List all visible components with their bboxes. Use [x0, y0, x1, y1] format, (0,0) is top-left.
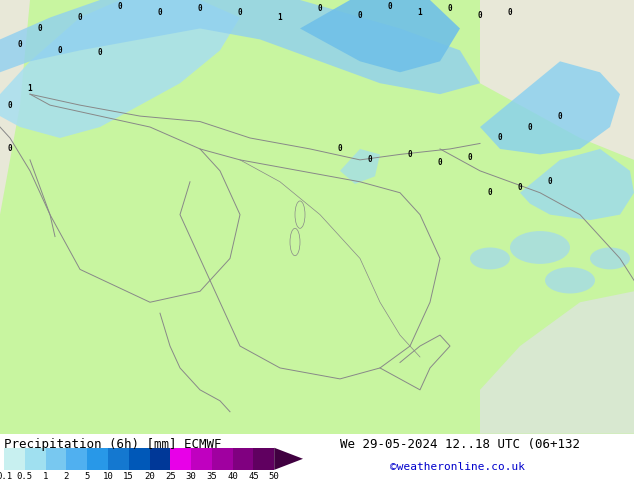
Text: 1: 1 — [43, 472, 48, 481]
Text: 0: 0 — [198, 4, 202, 13]
Text: Precipitation (6h) [mm] ECMWF: Precipitation (6h) [mm] ECMWF — [4, 438, 221, 451]
Text: 1: 1 — [418, 7, 422, 17]
Text: 0.1: 0.1 — [0, 472, 12, 481]
Text: 0: 0 — [548, 177, 552, 186]
Ellipse shape — [545, 267, 595, 294]
Text: 0: 0 — [408, 150, 412, 159]
Text: 0: 0 — [488, 188, 493, 197]
Polygon shape — [275, 448, 303, 470]
Text: 45: 45 — [248, 472, 259, 481]
Text: 0: 0 — [527, 122, 533, 131]
Text: 0: 0 — [318, 4, 322, 13]
Bar — [254, 448, 275, 470]
Ellipse shape — [470, 247, 510, 270]
Polygon shape — [0, 0, 30, 215]
Text: 0: 0 — [558, 112, 562, 121]
Bar — [4, 448, 25, 470]
Polygon shape — [340, 149, 380, 184]
Text: 0: 0 — [518, 183, 522, 192]
Text: 40: 40 — [227, 472, 238, 481]
Text: 0: 0 — [8, 145, 12, 153]
Text: 0: 0 — [508, 7, 512, 17]
Text: 15: 15 — [124, 472, 134, 481]
Ellipse shape — [590, 247, 630, 270]
Text: 0: 0 — [387, 2, 392, 11]
Text: 35: 35 — [207, 472, 217, 481]
Text: 50: 50 — [269, 472, 280, 481]
Text: 0: 0 — [468, 153, 472, 162]
Polygon shape — [0, 0, 480, 94]
Bar — [129, 448, 150, 470]
Text: 0: 0 — [158, 7, 162, 17]
Text: 0: 0 — [118, 2, 122, 11]
Bar — [212, 448, 233, 470]
Polygon shape — [520, 149, 634, 220]
Bar — [191, 448, 212, 470]
Text: 0: 0 — [358, 11, 362, 20]
Polygon shape — [480, 0, 634, 160]
Polygon shape — [300, 0, 460, 72]
Text: 0: 0 — [238, 7, 242, 17]
Text: 0: 0 — [8, 100, 12, 110]
Text: 2: 2 — [63, 472, 69, 481]
Polygon shape — [480, 291, 634, 434]
Bar — [233, 448, 254, 470]
Text: 0: 0 — [78, 13, 82, 22]
Text: 0: 0 — [368, 155, 372, 164]
Text: ©weatheronline.co.uk: ©weatheronline.co.uk — [390, 462, 525, 472]
Ellipse shape — [295, 201, 305, 228]
Text: 0: 0 — [98, 48, 102, 57]
Text: 1: 1 — [278, 13, 282, 22]
Text: 25: 25 — [165, 472, 176, 481]
Text: 0: 0 — [437, 158, 443, 167]
Text: 0: 0 — [338, 145, 342, 153]
Text: 1: 1 — [28, 84, 32, 93]
Text: 5: 5 — [84, 472, 90, 481]
Text: 0.5: 0.5 — [16, 472, 33, 481]
Bar — [108, 448, 129, 470]
Ellipse shape — [290, 228, 300, 256]
Text: 0: 0 — [37, 24, 42, 33]
Text: 0: 0 — [18, 40, 22, 49]
Bar — [150, 448, 171, 470]
Bar — [67, 448, 87, 470]
Polygon shape — [480, 61, 620, 154]
Text: 10: 10 — [103, 472, 113, 481]
Bar — [25, 448, 46, 470]
Ellipse shape — [510, 231, 570, 264]
Text: 30: 30 — [186, 472, 197, 481]
Text: 0: 0 — [498, 133, 502, 143]
Polygon shape — [0, 0, 240, 138]
Bar — [46, 448, 67, 470]
Text: 0: 0 — [448, 4, 452, 13]
Bar — [171, 448, 191, 470]
Text: 0: 0 — [477, 11, 482, 20]
Bar — [87, 448, 108, 470]
Text: 0: 0 — [58, 46, 62, 55]
Text: 20: 20 — [144, 472, 155, 481]
Text: We 29-05-2024 12..18 UTC (06+132: We 29-05-2024 12..18 UTC (06+132 — [340, 438, 580, 451]
